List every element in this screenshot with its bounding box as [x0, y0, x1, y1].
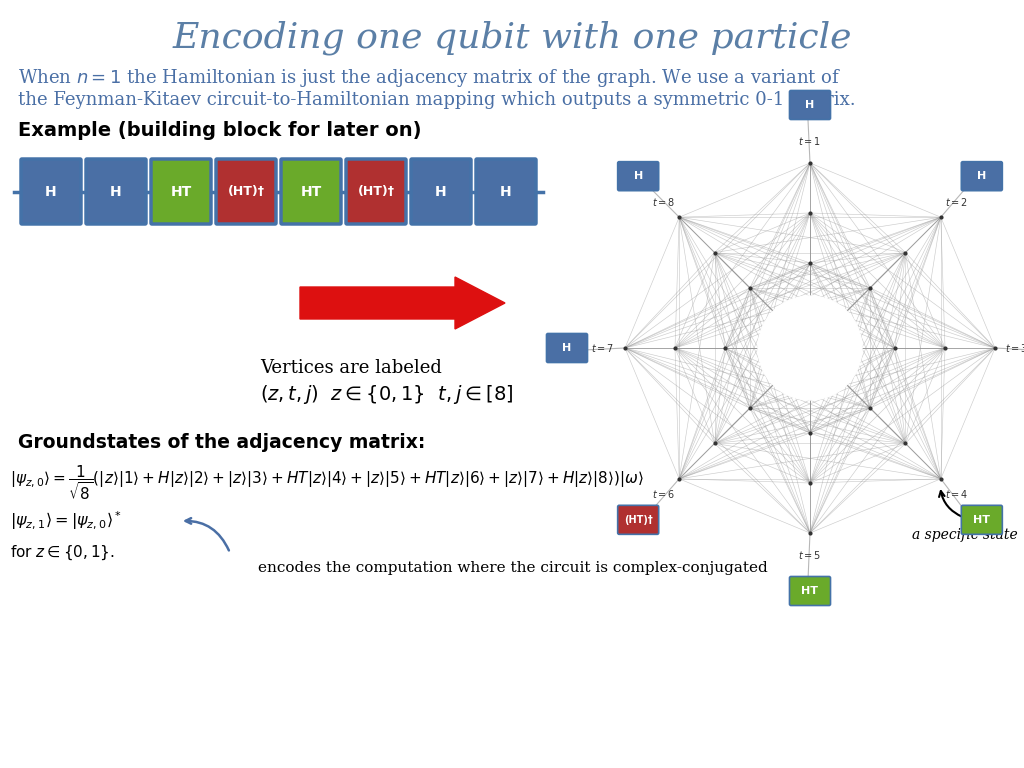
Text: (HT)†: (HT)†: [624, 515, 652, 525]
Text: H: H: [500, 184, 512, 198]
Text: HT: HT: [974, 515, 990, 525]
FancyArrow shape: [300, 277, 505, 329]
Text: $|\psi_{z,0}\rangle = \dfrac{1}{\sqrt{8}}(|z\rangle|1\rangle + H|z\rangle|2\rang: $|\psi_{z,0}\rangle = \dfrac{1}{\sqrt{8}…: [10, 464, 644, 502]
FancyBboxPatch shape: [962, 162, 1002, 190]
Text: H: H: [45, 184, 56, 198]
Text: H: H: [805, 100, 815, 110]
Text: $t=1$: $t=1$: [799, 135, 821, 147]
FancyBboxPatch shape: [476, 159, 536, 224]
Text: HT: HT: [802, 586, 818, 596]
Text: the Feynman-Kitaev circuit-to-Hamiltonian mapping which outputs a symmetric 0-1 : the Feynman-Kitaev circuit-to-Hamiltonia…: [18, 91, 856, 109]
Text: $t=7$: $t=7$: [592, 342, 614, 354]
Text: $t=8$: $t=8$: [652, 196, 675, 207]
FancyBboxPatch shape: [86, 159, 146, 224]
Text: $t=3$: $t=3$: [1006, 342, 1024, 354]
Text: H: H: [435, 184, 446, 198]
Text: $t=6$: $t=6$: [652, 488, 675, 501]
Text: HT: HT: [300, 184, 322, 198]
Text: $(z, t, j)$  $z \in \{0,1\}$  $t, j \in [8]$: $(z, t, j)$ $z \in \{0,1\}$ $t, j \in [8…: [260, 383, 513, 406]
FancyBboxPatch shape: [617, 505, 658, 535]
FancyBboxPatch shape: [617, 162, 658, 190]
Text: (HT)†: (HT)†: [357, 185, 394, 198]
Text: $t=5$: $t=5$: [799, 549, 821, 561]
Text: $t=2$: $t=2$: [945, 196, 968, 207]
Text: H: H: [562, 343, 571, 353]
Text: for $z \in \{0,1\}$.: for $z \in \{0,1\}$.: [10, 544, 115, 562]
Text: a specific state: a specific state: [912, 528, 1018, 542]
FancyBboxPatch shape: [790, 577, 830, 605]
Text: Groundstates of the adjacency matrix:: Groundstates of the adjacency matrix:: [18, 433, 425, 452]
Text: H: H: [634, 171, 643, 181]
Text: Example (building block for later on): Example (building block for later on): [18, 121, 422, 140]
Text: $t=4$: $t=4$: [945, 488, 968, 501]
Text: $|\psi_{z,1}\rangle = |\psi_{z,0}\rangle^*$: $|\psi_{z,1}\rangle = |\psi_{z,0}\rangle…: [10, 510, 122, 532]
FancyBboxPatch shape: [547, 333, 588, 362]
FancyBboxPatch shape: [411, 159, 471, 224]
Text: encodes the computation where the circuit is complex-conjugated: encodes the computation where the circui…: [258, 561, 768, 575]
Text: Encoding one qubit with one particle: Encoding one qubit with one particle: [172, 21, 852, 55]
FancyBboxPatch shape: [151, 159, 211, 224]
Text: Vertices are labeled: Vertices are labeled: [260, 359, 442, 377]
FancyBboxPatch shape: [790, 91, 830, 120]
Circle shape: [758, 296, 862, 400]
FancyBboxPatch shape: [22, 159, 81, 224]
FancyBboxPatch shape: [962, 505, 1002, 535]
FancyBboxPatch shape: [216, 159, 276, 224]
FancyBboxPatch shape: [281, 159, 341, 224]
Text: H: H: [977, 171, 986, 181]
Text: When $n = 1$ the Hamiltonian is just the adjacency matrix of the graph. We use a: When $n = 1$ the Hamiltonian is just the…: [18, 67, 842, 89]
Text: H: H: [111, 184, 122, 198]
Text: (HT)†: (HT)†: [227, 185, 264, 198]
Text: HT: HT: [170, 184, 191, 198]
FancyBboxPatch shape: [346, 159, 406, 224]
